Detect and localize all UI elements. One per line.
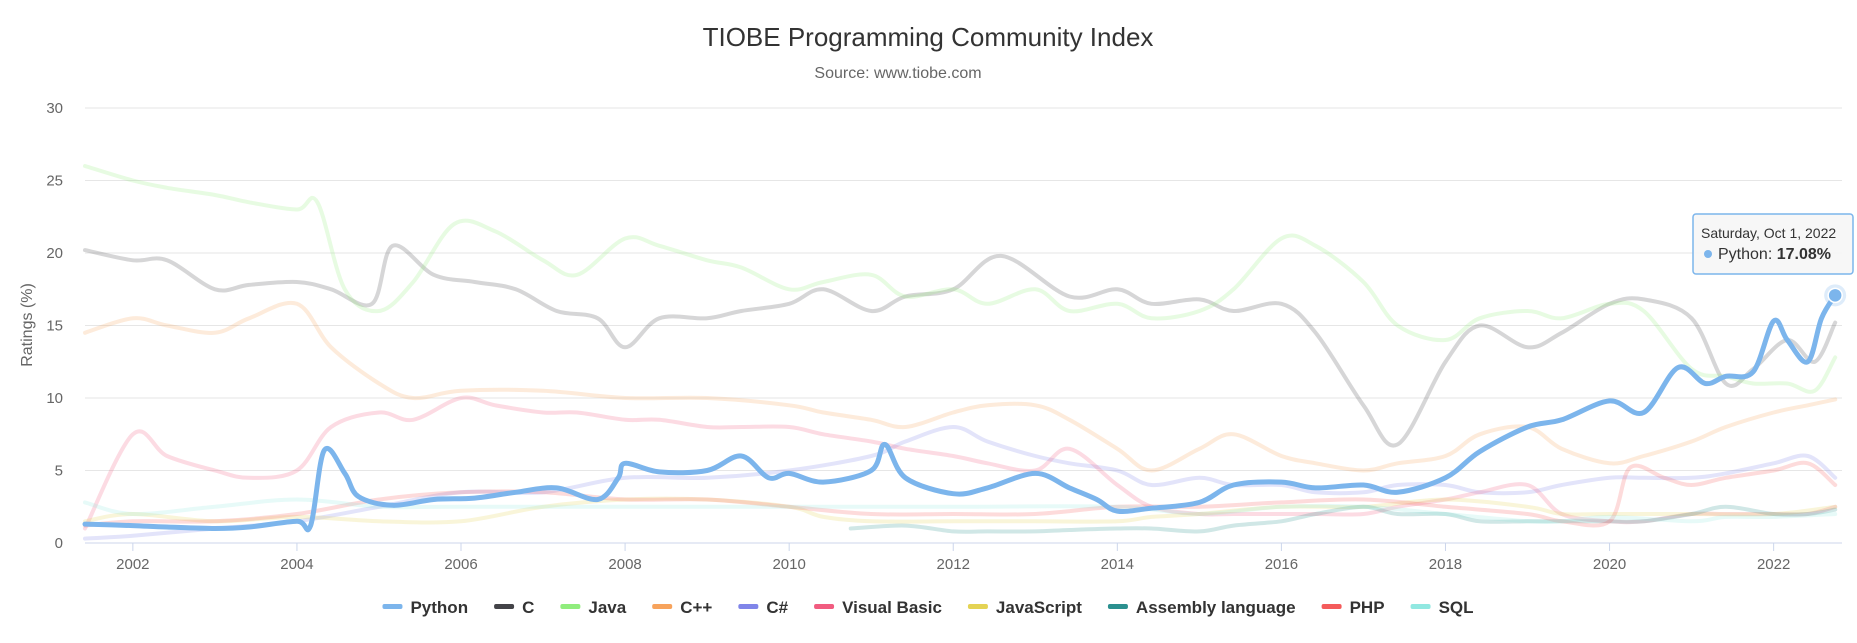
legend-symbol: [494, 604, 515, 609]
legend-item-c[interactable]: C++: [652, 598, 712, 617]
legend-item-sql[interactable]: SQL: [1410, 598, 1474, 617]
series-layer: [83, 164, 1838, 541]
series-line-c[interactable]: [83, 243, 1838, 448]
x-tick-label: 2002: [116, 556, 149, 573]
tooltip-date: Saturday, Oct 1, 2022: [1701, 225, 1836, 241]
legend-item-python[interactable]: Python: [382, 598, 468, 617]
legend-symbol: [967, 604, 988, 609]
legend-symbol: [560, 604, 581, 609]
legend-symbol: [1107, 604, 1128, 609]
legend-item-c[interactable]: C: [494, 598, 534, 617]
tooltip-box: [1692, 213, 1854, 275]
legend-label: Java: [588, 598, 626, 617]
x-tick-label: 2010: [772, 556, 805, 573]
tooltip-series-value: 17.08%: [1777, 246, 1831, 263]
legend-symbol: [382, 604, 403, 609]
legend-item-assembly-language[interactable]: Assembly language: [1107, 598, 1296, 617]
tooltip-value-line: Python: 17.08%: [1718, 246, 1831, 263]
y-tick-label: 5: [55, 463, 63, 480]
y-axis-ticks: 0 5 10 15 20 25 30: [46, 100, 63, 552]
grid-lines: [85, 107, 1842, 544]
series-line-python[interactable]: [82, 292, 1838, 533]
legend: Python C Java C++ C# Visual Basic JavaScript As…: [382, 598, 1474, 617]
legend-label: Python: [410, 598, 468, 617]
y-tick-label: 20: [46, 245, 63, 262]
chart-title: TIOBE Programming Community Index: [703, 22, 1154, 52]
legend-label: Assembly language: [1136, 598, 1296, 617]
x-tick-label: 2012: [937, 556, 970, 573]
tooltip-series-name: Python: [1718, 246, 1768, 263]
y-tick-label: 0: [55, 535, 63, 552]
x-tick-label: 2016: [1265, 556, 1298, 573]
series-line-java[interactable]: [83, 164, 1838, 394]
x-tick-label: 2006: [444, 556, 477, 573]
series-line-c[interactable]: [83, 425, 1838, 541]
x-tick-label: 2018: [1429, 556, 1462, 573]
y-tick-label: 30: [46, 100, 63, 117]
legend-label: PHP: [1350, 598, 1385, 617]
legend-symbol: [814, 604, 835, 609]
tooltip-separator: :: [1768, 246, 1777, 263]
legend-item-visual-basic[interactable]: Visual Basic: [814, 598, 942, 617]
x-tick-label: 2014: [1101, 556, 1134, 573]
y-tick-label: 10: [46, 390, 63, 407]
tooltip: Saturday, Oct 1, 2022 Python: 17.08%: [1692, 213, 1854, 275]
chart-subtitle: Source: www.tiobe.com: [814, 65, 981, 82]
x-axis-ticks: 2002 2004 2006 2008 2010 2012 2014 2016 2018 2020…: [116, 543, 1790, 573]
series-line-visual-basic[interactable]: [83, 395, 1838, 531]
legend-label: SQL: [1439, 598, 1474, 617]
hover-point[interactable]: [1827, 287, 1843, 304]
series-line-javascript[interactable]: [83, 496, 1838, 525]
legend-symbol: [652, 604, 673, 609]
series-line-c[interactable]: [83, 300, 1838, 473]
y-tick-label: 15: [46, 318, 63, 335]
x-tick-label: 2020: [1593, 556, 1626, 573]
y-tick-label: 25: [46, 173, 63, 190]
tooltip-series-marker: [1704, 250, 1712, 258]
legend-label: C: [522, 598, 534, 617]
legend-item-javascript[interactable]: JavaScript: [967, 598, 1082, 617]
y-axis-title: Ratings (%): [19, 283, 36, 367]
legend-symbol: [1410, 604, 1431, 609]
x-tick-label: 2004: [280, 556, 313, 573]
legend-label: C++: [680, 598, 712, 617]
legend-label: JavaScript: [996, 598, 1082, 617]
legend-label: Visual Basic: [842, 598, 942, 617]
legend-item-c[interactable]: C#: [738, 598, 789, 617]
highlight-layer: [82, 284, 1847, 533]
series-line-assembly-language[interactable]: [848, 504, 1838, 534]
legend-item-java[interactable]: Java: [560, 598, 627, 617]
x-tick-label: 2008: [608, 556, 641, 573]
legend-symbol: [738, 604, 759, 609]
series-line-sql[interactable]: [83, 497, 1838, 525]
legend-item-php[interactable]: PHP: [1321, 598, 1385, 617]
legend-symbol: [1321, 604, 1342, 609]
x-tick-label: 2022: [1757, 556, 1790, 573]
legend-label: C#: [766, 598, 788, 617]
